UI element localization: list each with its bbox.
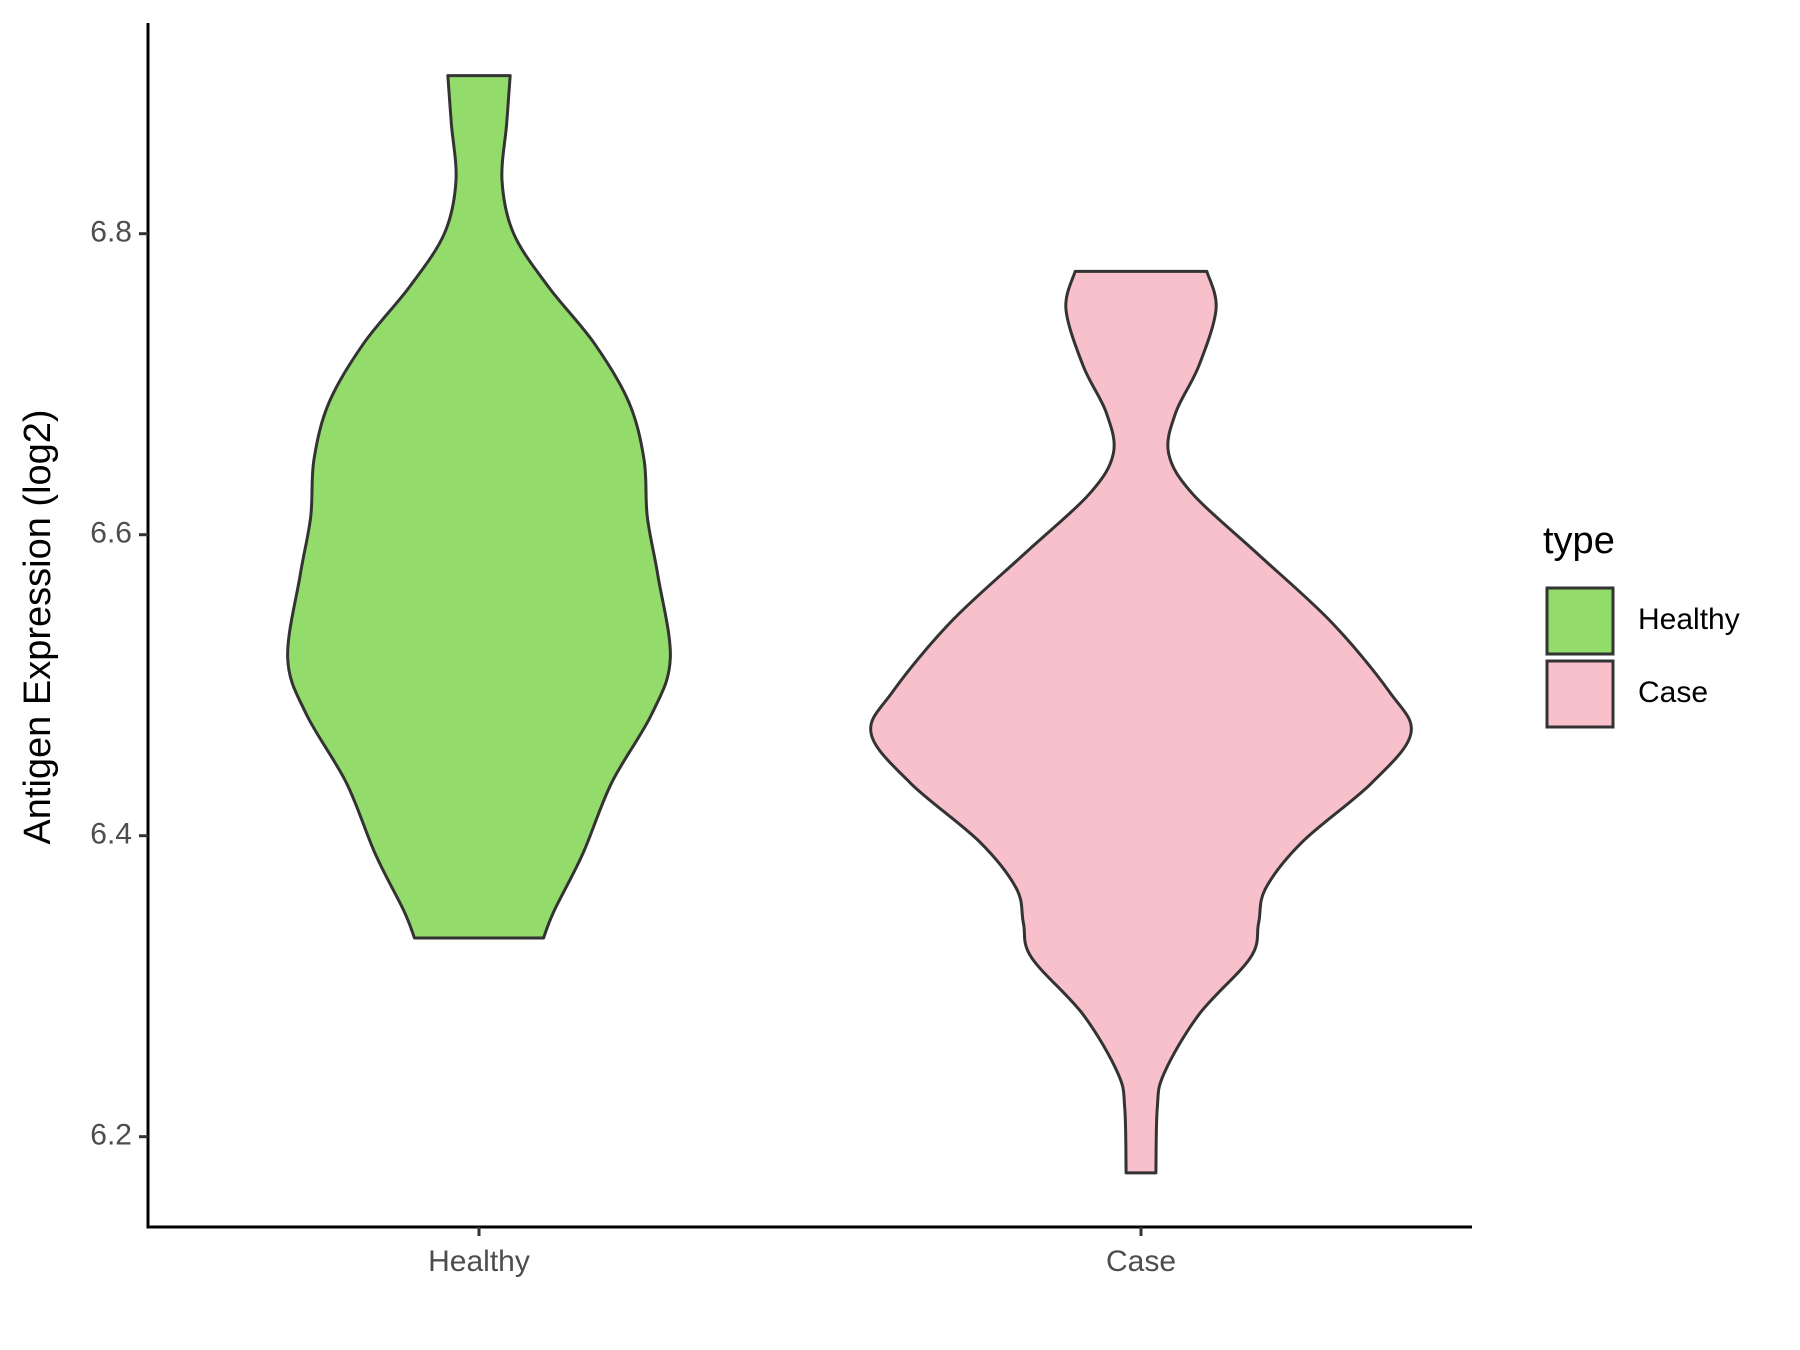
legend-key — [1545, 586, 1615, 656]
y-tick-label: 6.2 — [90, 1119, 132, 1152]
x-tick-label: Case — [1106, 1245, 1176, 1278]
legend-label: Healthy — [1638, 603, 1740, 636]
legend-label: Case — [1638, 676, 1708, 709]
legend-key — [1545, 659, 1615, 729]
y-tick-label: 6.4 — [90, 818, 132, 851]
y-tick-label: 6.6 — [90, 517, 132, 550]
y-tick-label: 6.8 — [90, 216, 132, 249]
y-axis-title: Antigen Expression (log2) — [17, 409, 59, 844]
legend-title: type — [1543, 520, 1615, 562]
violin — [869, 269, 1413, 1175]
violin — [286, 74, 672, 940]
x-tick-label: Healthy — [428, 1245, 530, 1278]
